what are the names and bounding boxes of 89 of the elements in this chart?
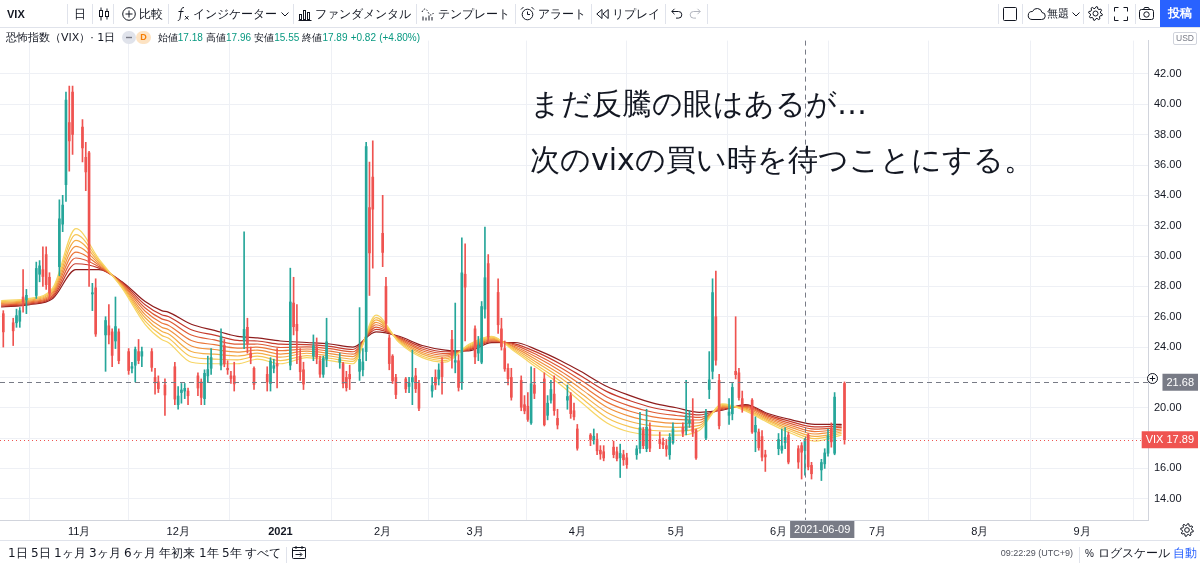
text: 始値17.18 高値17.96 安値15.55 終値17.89 +0.82 (+4.80%)	[157, 31, 421, 43]
candlestick	[800, 442, 803, 480]
candlestick	[509, 367, 513, 401]
text: 比較	[139, 6, 163, 22]
candlestick	[114, 296, 117, 349]
text: 3ヶ月	[89, 545, 121, 561]
candlestick	[411, 349, 414, 406]
text: 09:22:29 (UTC+9)	[1000, 547, 1073, 559]
candlestick	[457, 354, 460, 392]
candlestick	[137, 339, 140, 365]
x-tick-label: 2月	[374, 524, 392, 537]
candlestick	[104, 316, 107, 372]
y-tick-label: 26.00	[1154, 309, 1182, 322]
x-tick-label: 3月	[466, 524, 484, 537]
text: テンプレート	[438, 6, 510, 22]
chart-title: 恐怖指数（VIX）· 1日	[6, 30, 116, 45]
candlestick	[15, 308, 18, 328]
y-tick-label: 28.00	[1154, 279, 1182, 292]
candlestick	[533, 367, 536, 399]
text: ファンダメンタル	[315, 6, 411, 22]
candlestick	[833, 392, 836, 456]
y-tick-label: 20.00	[1154, 400, 1182, 413]
text: %	[1085, 546, 1094, 560]
candlestick	[94, 278, 97, 337]
text: ログスケール	[1098, 545, 1170, 561]
text: 5年	[222, 545, 242, 561]
annotation: まだ反騰の眼はあるが…	[530, 85, 867, 123]
text: リプレイ	[612, 6, 660, 22]
candlestick	[731, 383, 734, 421]
candlestick	[688, 410, 691, 428]
text: 5日	[31, 545, 51, 561]
candlestick	[269, 357, 272, 392]
candlestick	[754, 416, 757, 453]
x-tick-label: 2021	[268, 524, 293, 537]
text: 無題	[1047, 7, 1069, 21]
text: 自動	[1173, 545, 1197, 561]
annotation: D	[136, 31, 151, 44]
candlestick	[622, 449, 625, 466]
candlestick	[434, 369, 437, 390]
candlestick	[348, 364, 352, 390]
ref-line-label: 2021-06-09	[794, 523, 851, 536]
x-tick-label: 8月	[971, 524, 989, 537]
text: USD	[1173, 31, 1197, 45]
y-tick-label: 30.00	[1154, 249, 1182, 262]
y-tick-label: 24.00	[1154, 340, 1182, 353]
candlestick	[358, 307, 361, 381]
x-tick-label: 12月	[166, 524, 190, 537]
candlestick	[645, 408, 648, 453]
candlestick	[602, 445, 606, 462]
candlestick	[566, 384, 569, 410]
y-tick-label: 42.00	[1154, 67, 1182, 80]
text: アラート	[538, 6, 586, 22]
candlestick	[91, 283, 94, 311]
x-tick-label: 9月	[1073, 524, 1091, 537]
text: 1年	[199, 545, 219, 561]
y-tick-label: 34.00	[1154, 188, 1182, 201]
candlestick	[777, 433, 780, 456]
text: VIX	[7, 7, 25, 21]
text: 日	[74, 6, 86, 22]
y-tick-label: 14.00	[1154, 491, 1182, 504]
text: 6ヶ月	[124, 545, 156, 561]
y-tick-label: 40.00	[1154, 97, 1182, 110]
y-tick-label: 16.00	[1154, 461, 1182, 474]
candlestick	[67, 85, 71, 172]
x-tick-label: 5月	[667, 524, 685, 537]
x-tick-label: 7月	[868, 524, 887, 537]
text: 投稿	[1168, 5, 1192, 21]
ref-line-label: 21.68	[1166, 375, 1194, 388]
candlestick	[312, 334, 315, 362]
candlestick	[542, 372, 546, 427]
y-tick-label: 32.00	[1154, 218, 1182, 231]
candlestick	[246, 317, 249, 354]
text: 1ヶ月	[54, 545, 86, 561]
candlestick	[25, 289, 28, 315]
candlestick	[612, 440, 615, 459]
y-tick-label: 38.00	[1154, 127, 1182, 140]
text: 1日	[8, 545, 28, 561]
text: すべて	[245, 545, 281, 561]
candlestick	[381, 195, 384, 267]
candlestick	[127, 348, 130, 375]
x-tick-label: 11月	[67, 524, 91, 537]
x-tick-label: 6月	[769, 524, 788, 537]
candlestick	[58, 199, 61, 277]
text: 年初来	[159, 545, 195, 561]
ref-line-label: VIX 17.89	[1145, 433, 1195, 446]
annotation: 次のvixの買い時を待つことにする。	[530, 141, 1034, 179]
x-tick-label: 4月	[568, 524, 586, 537]
text: インジケーター	[193, 6, 277, 22]
y-tick-label: 36.00	[1154, 158, 1182, 171]
